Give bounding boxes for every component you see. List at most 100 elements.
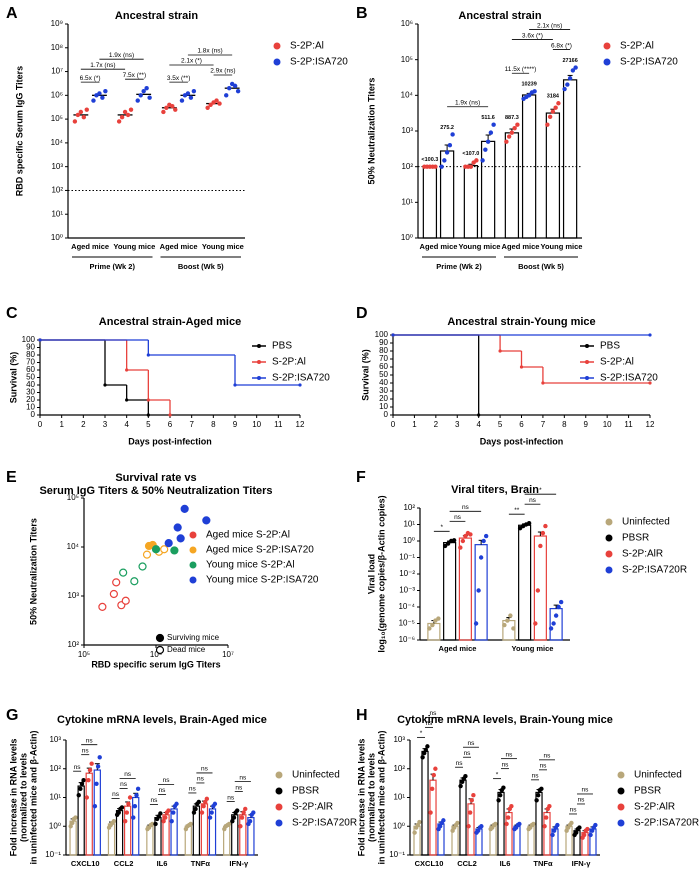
data-point: [121, 596, 130, 605]
data-point: [224, 93, 229, 98]
data-point: [126, 801, 131, 807]
data-point: [84, 795, 90, 800]
group-label: Boost (Wk 5): [178, 262, 224, 271]
legend-label: Aged mice S-2P:Al: [206, 530, 290, 541]
data-point: [532, 89, 537, 94]
comparison-label: ns: [426, 720, 434, 727]
data-point: [488, 130, 494, 135]
y-tick-label: 10¹: [49, 793, 61, 802]
group-label: Boost (Wk 5): [518, 262, 564, 271]
y-tick-label: 60: [26, 365, 35, 374]
data-point: [135, 786, 141, 792]
y-tick-label: 10²: [51, 186, 63, 195]
step-point: [103, 383, 107, 387]
y-tick-label: 10⁹: [51, 19, 63, 28]
data-point: [555, 822, 560, 828]
chart-title: Ancestral strain-Young mice: [447, 316, 595, 328]
data-point: [441, 818, 446, 823]
y-tick-label: 70: [379, 354, 388, 363]
x-tick-label: 6: [168, 420, 173, 429]
data-point: [199, 810, 205, 815]
bar: [422, 166, 438, 239]
legend-label: Uninfected: [622, 517, 670, 528]
legend-swatch: [275, 819, 283, 827]
data-point: [173, 523, 182, 532]
x-tick-label: CCL2: [457, 859, 477, 868]
legend-label: PBSR: [634, 786, 661, 797]
data-point: [127, 795, 133, 800]
data-point: [138, 93, 143, 98]
data-point: [166, 808, 171, 813]
data-point: [430, 622, 435, 628]
data-point: [171, 810, 176, 815]
y-tick-label: 10³: [51, 162, 63, 171]
step-point: [233, 383, 237, 387]
value-label: 27166: [562, 58, 577, 64]
y-tick-label: 20: [379, 394, 388, 403]
data-point: [506, 134, 512, 139]
data-point: [585, 826, 590, 832]
data-point: [548, 626, 554, 631]
step-point: [648, 381, 652, 385]
legend-label: Aged mice S-2P:ISA720: [206, 545, 314, 556]
data-point: [429, 786, 435, 792]
y-tick-label: 10²: [49, 764, 61, 773]
comparison-label: 6.5x (*): [80, 75, 101, 82]
data-point: [553, 105, 558, 110]
data-point: [565, 82, 570, 87]
comparison-label: ns: [189, 786, 197, 793]
bar: [115, 810, 124, 856]
y-axis-label: log₁₀(genome copies/β-Actin copies): [376, 495, 386, 652]
data-point: [97, 755, 102, 760]
data-point: [75, 112, 81, 118]
comparison-label: ns: [82, 747, 90, 754]
x-tick-label: 3: [455, 420, 460, 429]
step-point: [125, 368, 129, 372]
x-tick-label: 4: [476, 420, 481, 429]
data-point: [493, 821, 498, 827]
comparison-label: ns: [544, 753, 552, 760]
legend-label: S-2P:ISA720R: [292, 818, 357, 829]
x-tick-label: 5: [498, 420, 503, 429]
bar: [421, 750, 429, 856]
panel-letter: H: [356, 707, 368, 724]
comparison-label: 11.5x (****): [505, 66, 537, 73]
bar: [518, 524, 532, 641]
data-point: [593, 822, 598, 828]
y-tick-label: 10³: [393, 735, 405, 744]
y-tick-label: 10⁷: [51, 67, 63, 76]
data-point: [239, 815, 245, 820]
legend-label: PBSR: [292, 786, 319, 797]
y-tick-label: 10⁻⁶: [399, 635, 415, 644]
data-point: [144, 85, 149, 91]
data-point: [226, 821, 232, 827]
x-tick-label: 12: [296, 420, 305, 429]
data-point: [512, 125, 517, 131]
data-point: [131, 815, 136, 820]
panel-letter: B: [356, 5, 368, 22]
data-point: [160, 545, 169, 554]
data-point: [471, 793, 476, 798]
data-point: [180, 504, 189, 513]
panel-letter: G: [6, 707, 18, 724]
chart-title: Cytokine mRNA levels, Brain-Aged mice: [57, 714, 267, 726]
data-point: [451, 538, 457, 543]
x-tick-label: Young mice: [459, 242, 501, 251]
legend-swatch: [155, 645, 165, 655]
y-tick-label: 10⁶: [401, 19, 413, 28]
data-point: [574, 830, 579, 835]
data-point: [235, 88, 241, 94]
comparison-label: ns: [120, 781, 128, 788]
y-tick-label: 10²: [67, 640, 79, 649]
x-tick-label: 2: [434, 420, 439, 429]
comparison-label: *: [539, 487, 542, 494]
data-point: [509, 130, 515, 135]
data-point: [78, 109, 84, 115]
x-tick-label: 10⁷: [222, 650, 234, 659]
data-point: [164, 105, 169, 110]
data-point: [581, 832, 587, 838]
y-tick-label: 10¹: [393, 793, 405, 802]
x-tick-label: Aged mice: [420, 242, 458, 251]
data-point: [535, 588, 541, 593]
data-point: [496, 798, 501, 803]
